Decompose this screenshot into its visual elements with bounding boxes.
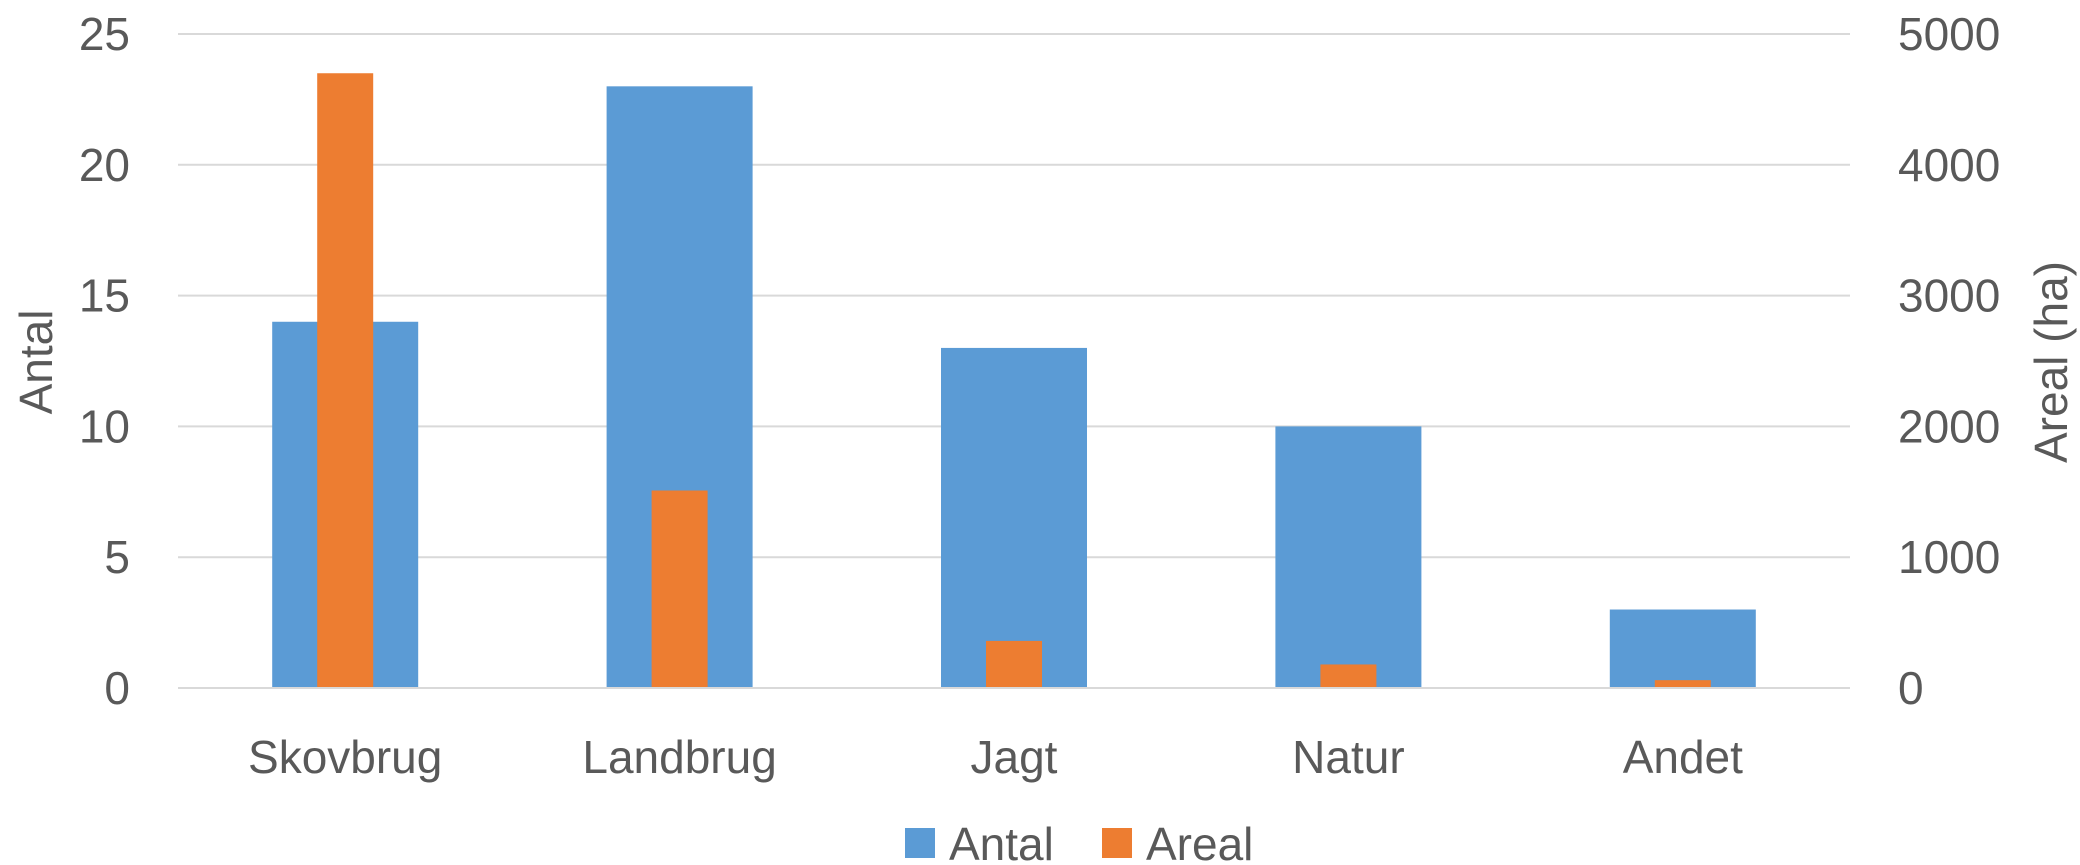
bar-areal [317, 73, 374, 689]
left-tick-label: 15 [79, 270, 130, 322]
legend-swatch [1102, 828, 1132, 858]
series-antal-bars [272, 86, 1756, 688]
category-label: Jagt [971, 731, 1058, 783]
legend-label: Areal [1146, 818, 1253, 865]
bar-antal [1609, 609, 1756, 688]
left-tick-label: 20 [79, 139, 130, 191]
category-label: Natur [1292, 731, 1404, 783]
series-areal-bars [317, 73, 1711, 689]
gridlines [178, 33, 1850, 559]
legend: Antal Areal [905, 818, 1253, 865]
legend-label: Antal [949, 818, 1054, 865]
right-tick-label: 5000 [1898, 8, 2000, 60]
left-tick-label: 10 [79, 400, 130, 452]
left-tick-label: 25 [79, 8, 130, 60]
right-tick-label: 1000 [1898, 531, 2000, 583]
right-tick-label: 2000 [1898, 400, 2000, 452]
category-labels: Skovbrug Landbrug Jagt Natur Andet [248, 731, 1743, 783]
right-tick-label: 3000 [1898, 270, 2000, 322]
right-axis-ticks: 0 1000 2000 3000 4000 5000 [1898, 8, 2000, 714]
bar-areal [986, 640, 1042, 688]
right-tick-label: 0 [1898, 662, 1924, 714]
bar-areal [651, 490, 708, 688]
category-label: Landbrug [582, 731, 776, 783]
bar-areal [1320, 664, 1377, 688]
right-tick-label: 4000 [1898, 139, 2000, 191]
bar-antal [1275, 426, 1422, 688]
category-label: Skovbrug [248, 731, 442, 783]
bar-areal [1654, 680, 1711, 688]
bar-antal [941, 347, 1087, 688]
right-axis-title: Areal (ha) [2025, 261, 2077, 463]
category-label: Andet [1623, 731, 1743, 783]
legend-swatch [905, 828, 935, 858]
left-tick-label: 0 [104, 662, 130, 714]
left-tick-label: 5 [104, 531, 130, 583]
left-axis-title: Antal [10, 310, 62, 415]
left-axis-ticks: 0 5 10 15 20 25 [79, 8, 130, 714]
